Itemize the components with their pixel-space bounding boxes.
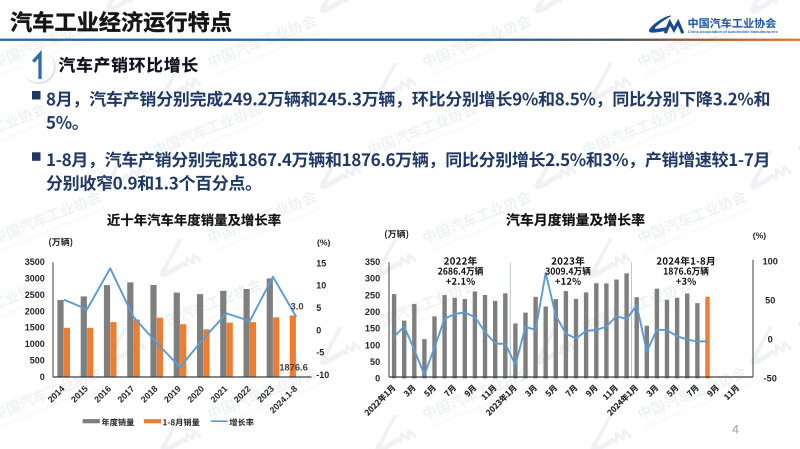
svg-text:250: 250 (365, 290, 380, 300)
svg-text:1500: 1500 (25, 323, 45, 333)
svg-text:100: 100 (365, 340, 380, 350)
svg-text:2000: 2000 (25, 306, 45, 316)
svg-text:150: 150 (365, 324, 380, 334)
svg-text:0: 0 (768, 335, 773, 345)
svg-text:0: 0 (375, 374, 380, 384)
svg-text:300: 300 (365, 274, 380, 284)
svg-text:0: 0 (40, 372, 45, 382)
svg-text:50: 50 (765, 296, 775, 306)
svg-text:-10: -10 (316, 370, 329, 380)
svg-text:3.0: 3.0 (291, 301, 304, 312)
svg-text:50: 50 (370, 357, 380, 367)
svg-text:5: 5 (316, 303, 321, 313)
svg-text:3500: 3500 (25, 257, 45, 267)
svg-text:4: 4 (732, 422, 739, 436)
svg-text:1876.6: 1876.6 (279, 361, 308, 372)
svg-text:-50: -50 (764, 374, 777, 384)
svg-text:10: 10 (316, 281, 326, 291)
svg-text:(%): (%) (317, 238, 331, 248)
svg-text:100: 100 (763, 257, 778, 267)
svg-text:350: 350 (365, 257, 380, 267)
svg-text:0: 0 (316, 325, 321, 335)
svg-text:3000: 3000 (25, 274, 45, 284)
svg-text:China Association of Automobil: China Association of Automobile Manufact… (688, 29, 779, 34)
svg-text:2500: 2500 (25, 290, 45, 300)
svg-text:200: 200 (365, 307, 380, 317)
svg-text:1000: 1000 (25, 339, 45, 349)
svg-text:-5: -5 (316, 348, 324, 358)
svg-text:500: 500 (30, 356, 45, 366)
svg-text:15: 15 (316, 258, 326, 268)
svg-text:(%): (%) (753, 230, 767, 240)
